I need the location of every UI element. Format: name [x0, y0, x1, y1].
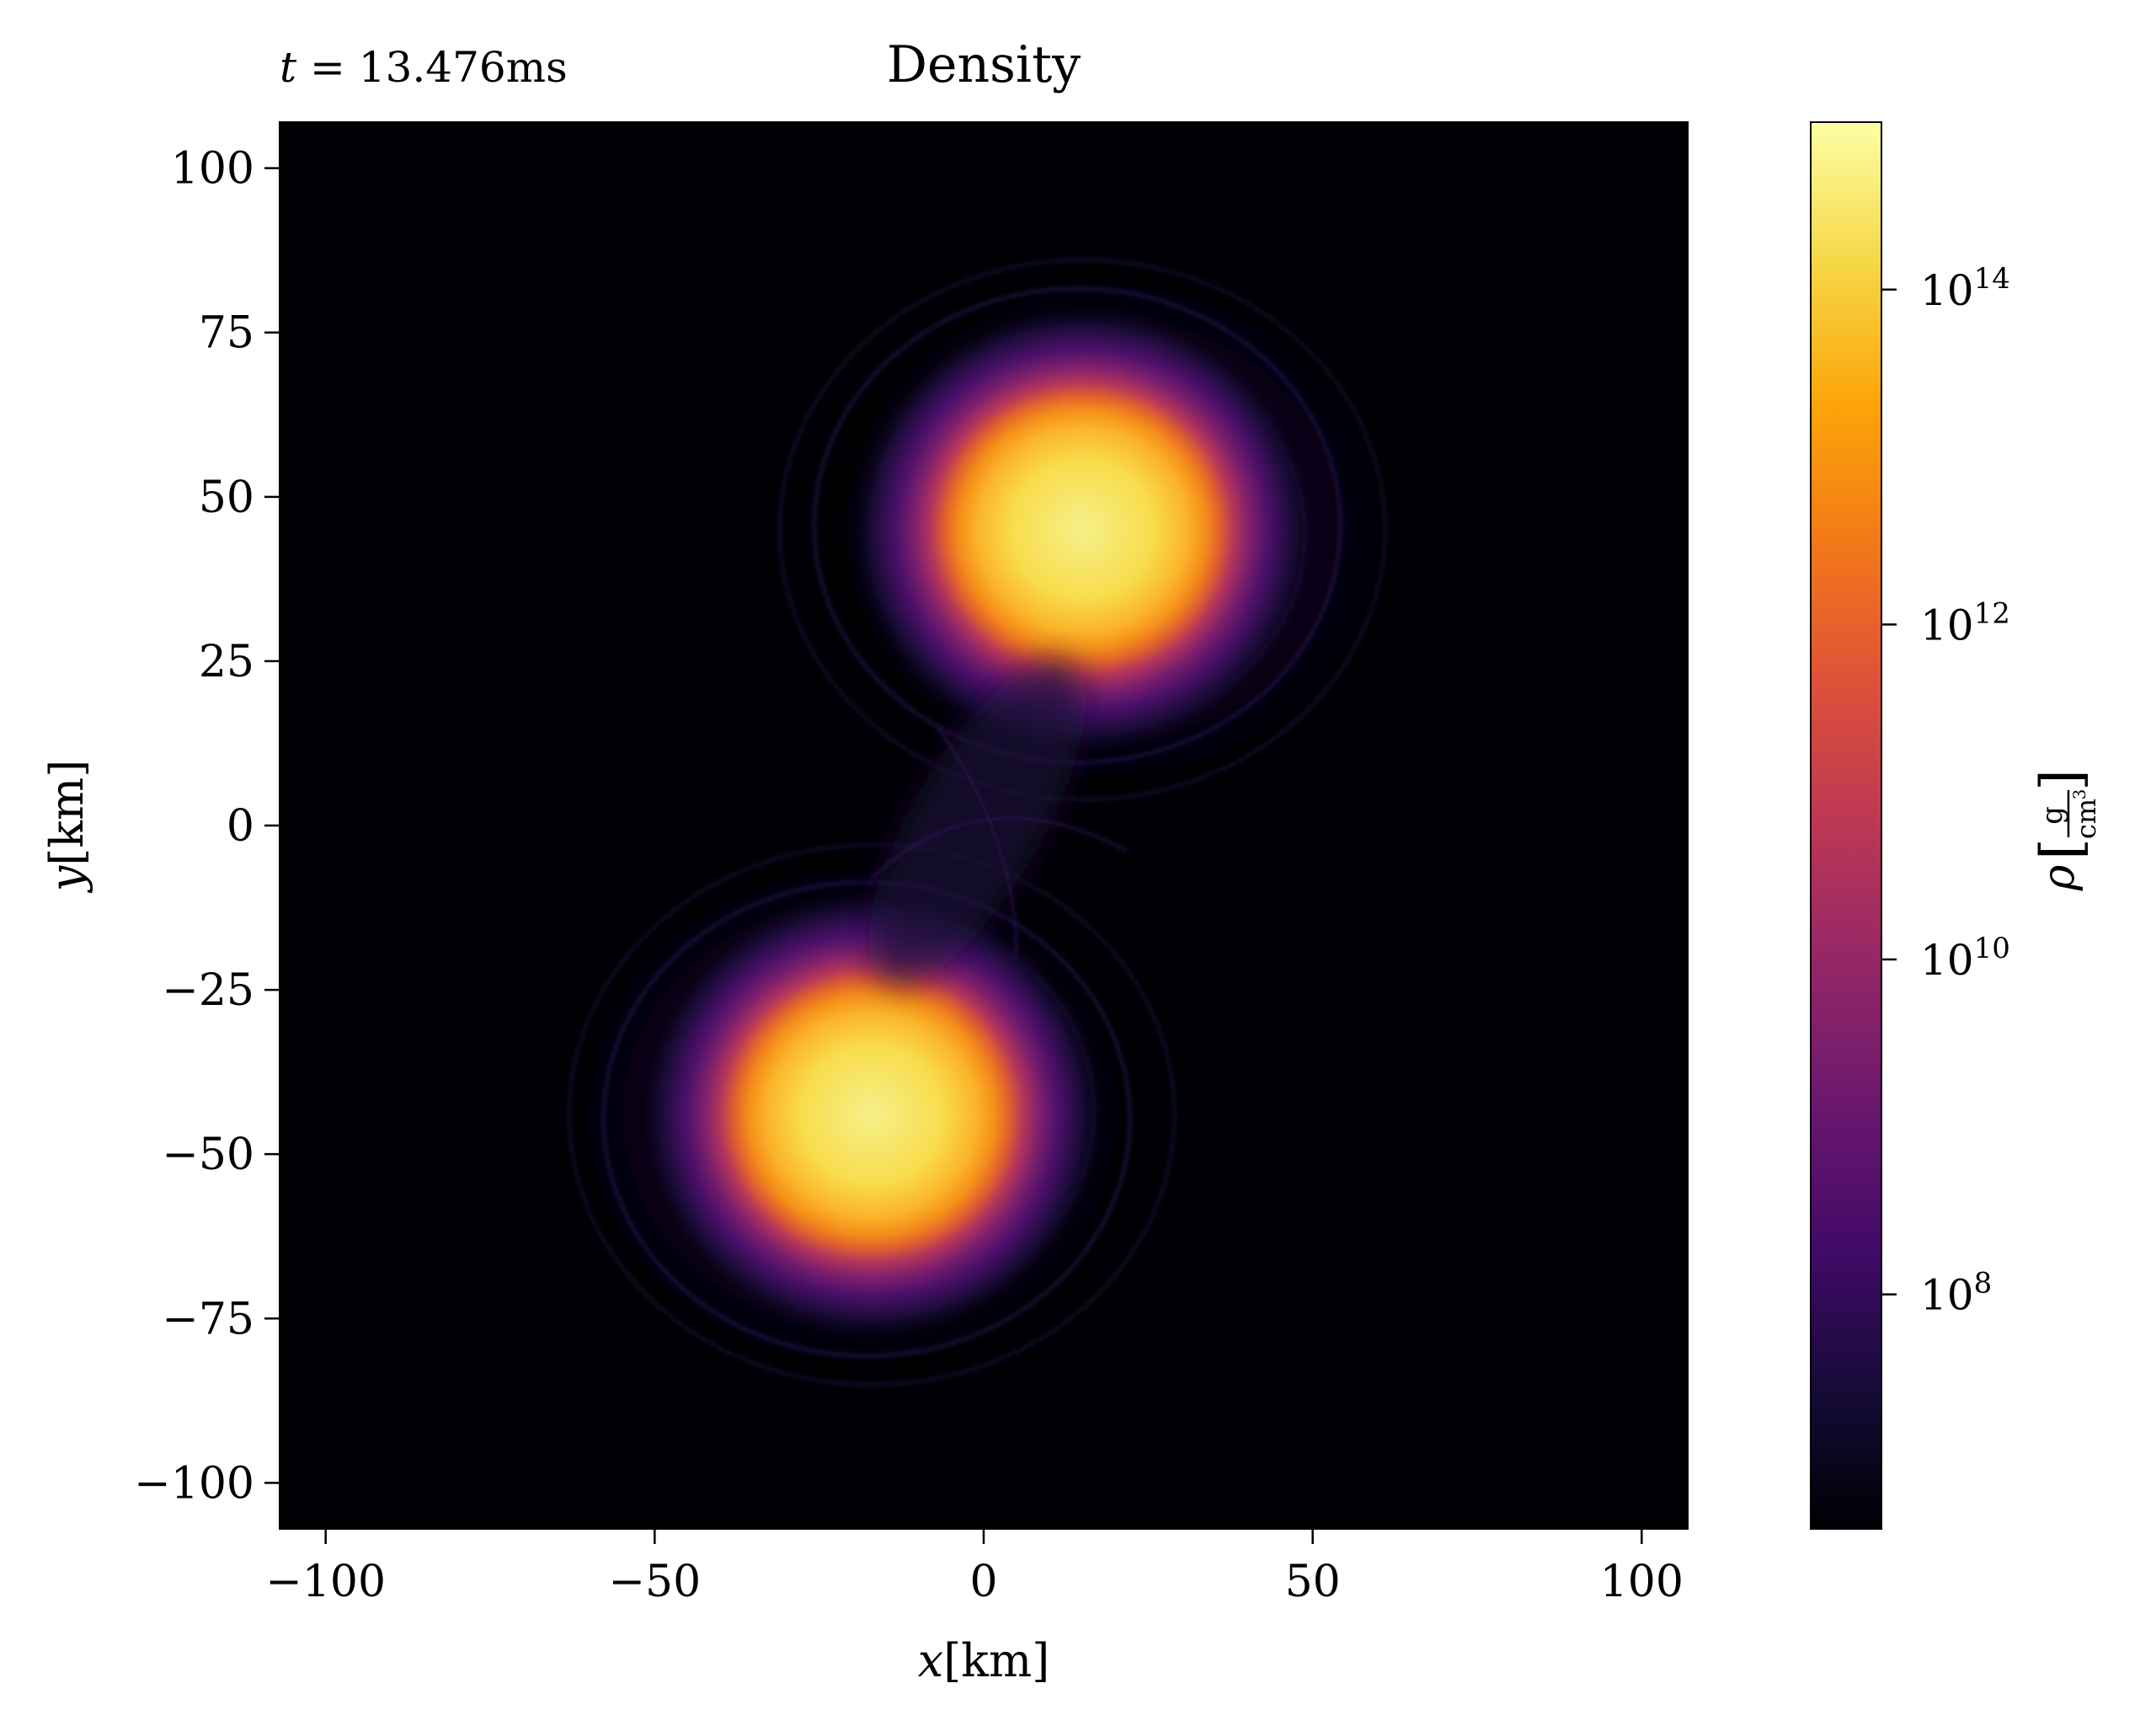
colorbar-ticks: 1014 1012 1010 108	[1881, 262, 2010, 1320]
colorbar-tick-label: 1014	[1920, 262, 2010, 315]
time-label: t = 13.476ms	[280, 43, 568, 92]
colorbar-tick-label: 108	[1920, 1267, 1992, 1320]
colorbar-label-numerator: g	[2036, 806, 2069, 825]
y-tick-label: 25	[199, 637, 254, 687]
colorbar-label-denominator: cm	[2070, 799, 2102, 839]
x-tick-label: 0	[969, 1557, 997, 1607]
y-tick-label: −50	[162, 1130, 254, 1180]
x-axis-ticks: −100 −50 0 50 100	[265, 1529, 1684, 1607]
bridge-filament	[936, 725, 1019, 958]
y-tick-label: −75	[162, 1294, 254, 1344]
colorbar-label-denominator-exp: 3	[2069, 789, 2089, 800]
y-tick-label: 0	[227, 801, 254, 852]
bridge-filament	[870, 815, 1130, 880]
y-tick-label: 50	[199, 473, 254, 523]
colorbar-label: ρ [ g cm 3 ]	[2029, 769, 2102, 891]
star-wisp	[776, 257, 1388, 803]
colorbar-label-var: ρ	[2034, 864, 2084, 891]
x-tick-label: −100	[265, 1557, 386, 1607]
y-tick-label: 100	[171, 144, 254, 195]
star-core	[845, 299, 1320, 761]
chart-title: Density	[887, 35, 1081, 94]
x-tick-label: 100	[1600, 1557, 1684, 1607]
colorbar-gradient	[1810, 121, 1882, 1530]
colorbar-label-bracket-left: [	[2029, 838, 2094, 860]
colorbar-tick-label: 1012	[1920, 596, 2010, 649]
colorbar-label-bracket-right: ]	[2029, 769, 2094, 791]
y-axis-ticks: 100 75 50 25 0 −25 −50 −75 −100	[134, 144, 280, 1509]
colorbar-tick-label: 1010	[1920, 932, 2010, 985]
star-wisp	[811, 286, 1343, 766]
x-tick-label: −50	[608, 1557, 701, 1607]
density-field	[536, 240, 1428, 1405]
star-wisp	[600, 879, 1133, 1359]
y-tick-label: −25	[162, 965, 254, 1016]
colorbar: 1014 1012 1010 108 ρ [ g cm 3 ]	[1810, 121, 2102, 1530]
y-tick-label: 75	[199, 308, 254, 359]
y-axis-label: y[km]	[40, 760, 93, 894]
y-tick-label: −100	[134, 1458, 254, 1509]
x-axis-label: x[km]	[918, 1634, 1050, 1687]
x-tick-label: 50	[1285, 1557, 1341, 1607]
plot-area	[279, 121, 1689, 1530]
star-wisp	[566, 842, 1177, 1387]
star-core	[634, 884, 1109, 1345]
